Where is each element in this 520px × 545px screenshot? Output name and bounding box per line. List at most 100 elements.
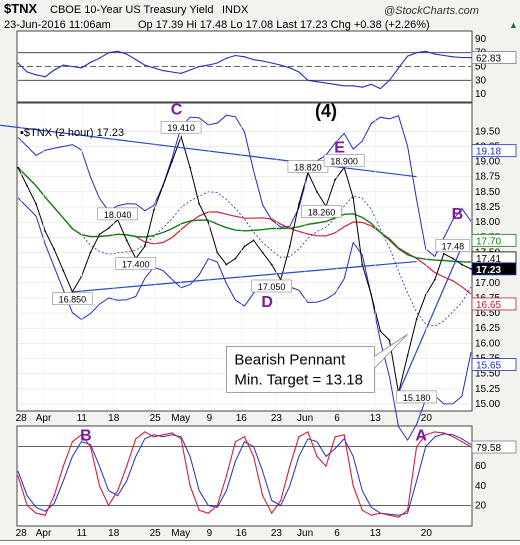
- stoch-point: [144, 431, 146, 433]
- rsi-point: [316, 81, 318, 83]
- price-point: [288, 245, 291, 248]
- stoch-point: [53, 495, 55, 497]
- price-tick-label: 16.00: [475, 338, 500, 349]
- x-tick-label-main: 23: [271, 413, 283, 424]
- rsi-point: [180, 72, 182, 74]
- stoch-point: [361, 509, 363, 511]
- point-label-box: [435, 239, 471, 252]
- rsi-point: [434, 53, 436, 55]
- stoch-wave-label-B: B: [80, 428, 92, 445]
- x-tick-label-main: Jun: [297, 413, 313, 424]
- x-tick-label-main: 11: [77, 413, 88, 424]
- x-tick-label-stoch: 18: [108, 528, 120, 539]
- price-point: [370, 293, 373, 296]
- rsi-point: [406, 55, 409, 57]
- price-tag-label: 15.65: [476, 361, 501, 372]
- stoch-point: [108, 504, 110, 506]
- price-point: [461, 263, 463, 266]
- rsi-point: [26, 71, 28, 73]
- rsi-layer: 103050709062.83: [17, 34, 517, 100]
- stoch-point: [289, 465, 291, 467]
- rsi-point: [234, 54, 237, 57]
- stoch-last-value: 79.58: [476, 443, 501, 454]
- callout-pointer: [374, 333, 408, 369]
- price-point: [334, 178, 336, 181]
- price-tick-label: 15.00: [475, 399, 500, 410]
- price-point: [171, 160, 173, 163]
- stoch-point: [162, 434, 164, 436]
- rsi-point: [153, 67, 155, 69]
- stoch-last-tag: [471, 440, 517, 454]
- stoch-point: [280, 499, 282, 502]
- rsi-point: [198, 65, 200, 68]
- x-tick-label-stoch: 13: [370, 528, 382, 539]
- stoch-point: [243, 436, 246, 438]
- lower-trendline: [72, 260, 417, 293]
- price-point: [189, 166, 192, 169]
- price-tag: [471, 262, 517, 276]
- stoch-point: [352, 485, 354, 487]
- rsi-tick-label: 50: [475, 62, 487, 73]
- rsi-point: [53, 69, 55, 71]
- point-label-box: [52, 292, 93, 306]
- price-tick-label: 19.50: [475, 126, 500, 137]
- price-point: [261, 251, 264, 254]
- price-tick-label: 19.00: [475, 157, 500, 168]
- stoch-point: [325, 465, 327, 467]
- stoch-point: [262, 495, 264, 497]
- point-label-box: [160, 120, 202, 134]
- price-point: [98, 233, 101, 236]
- x-tick-label-stoch: 20: [421, 528, 433, 539]
- rsi-point: [171, 71, 173, 73]
- stoch-tick-label: 20: [475, 500, 487, 511]
- callout-title: Bearish Pennant: [234, 351, 346, 368]
- stoch-point: [298, 436, 300, 438]
- x-tick-label-stoch: Jun: [297, 528, 313, 539]
- x-tick-label-stoch: 9: [207, 528, 213, 539]
- x-tick-label-stoch: 11: [77, 528, 88, 539]
- stoch-point: [416, 446, 418, 448]
- x-tick-label-stoch: 23: [271, 528, 283, 539]
- rsi-point: [135, 59, 137, 61]
- price-point: [415, 318, 418, 321]
- price-point: [252, 239, 255, 242]
- price-stats: Op 17.39 Hi 17.48 Lo 17.08 Last 17.23 Ch…: [138, 19, 430, 31]
- rsi-point: [452, 56, 454, 58]
- rsi-point: [144, 64, 146, 66]
- stoch-point: [334, 436, 336, 438]
- stoch-point: [80, 434, 83, 436]
- stoch-point: [117, 490, 119, 492]
- x-tick-label-main: Apr: [36, 413, 52, 424]
- x-tick-label-stoch: 16: [236, 528, 248, 539]
- stoch-point: [153, 436, 155, 438]
- rsi-point: [470, 57, 472, 59]
- rsi-point: [252, 59, 255, 61]
- rsi-point: [71, 65, 73, 68]
- stoch-point: [470, 446, 472, 448]
- price-tick-label: 18.00: [475, 217, 500, 228]
- stoch-point: [44, 514, 46, 516]
- stoch-point: [207, 512, 209, 514]
- stoch-point: [89, 446, 92, 448]
- stoch-point: [388, 514, 391, 516]
- rsi-point: [271, 62, 273, 64]
- rsi-last-value: 62.83: [476, 54, 501, 65]
- stoch-point: [252, 455, 255, 457]
- rsi-point: [325, 82, 327, 84]
- timestamp: 23-Jun-2016 11:06am: [4, 19, 111, 31]
- price-point: [442, 252, 445, 255]
- rsi-point: [17, 62, 19, 64]
- price-tick-label: 16.25: [475, 323, 500, 334]
- point-label-box: [251, 279, 292, 293]
- price-point: [153, 209, 155, 211]
- bollinger-upper: [17, 114, 472, 258]
- rsi-point: [108, 52, 110, 54]
- point-label-box: [301, 205, 342, 218]
- point-label: 16.850: [59, 295, 87, 305]
- point-label: 17.48: [442, 241, 465, 251]
- rsi-point: [262, 60, 264, 62]
- stoch-point: [307, 431, 309, 433]
- rsi-point: [416, 52, 418, 54]
- stoch-point: [98, 485, 101, 487]
- x-tick-label-stoch: 25: [150, 528, 162, 539]
